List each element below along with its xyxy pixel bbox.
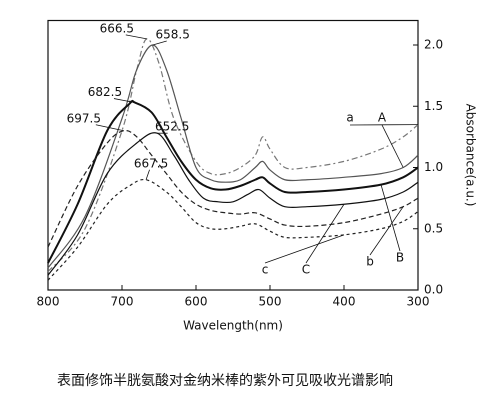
peak-label: 666.5: [100, 21, 134, 35]
series-line: [47, 132, 419, 276]
label-leader: [369, 206, 404, 256]
series-line: [47, 129, 419, 248]
peak-label: 658.5: [156, 28, 190, 42]
peak-leader: [145, 169, 150, 180]
series-line: [47, 38, 419, 273]
label-leader: [264, 234, 345, 264]
y-tick-label: 0.5: [424, 221, 443, 235]
series-label: c: [262, 263, 269, 277]
label-leader: [381, 124, 404, 168]
caption: 表面修饰半胱氨酸对金纳米棒的紫外可见吸收光谱影响: [57, 373, 393, 389]
peak-label: 682.5: [88, 85, 122, 99]
x-tick-label: 800: [37, 295, 60, 309]
peak-leader: [152, 40, 167, 46]
peak-label: 652.5: [155, 120, 189, 134]
x-tick-label: 500: [259, 295, 282, 309]
x-axis-label: Wavelength(nm): [183, 319, 283, 333]
plot-frame: [47, 19, 419, 291]
peak-label: 667.5: [134, 156, 168, 170]
x-tick-label: 600: [185, 295, 208, 309]
label-leader: [380, 184, 401, 252]
y-tick-label: 0.0: [424, 283, 443, 297]
series-label: B: [396, 251, 404, 265]
series-label: C: [302, 263, 310, 277]
series-label: a: [346, 111, 353, 125]
series-label: A: [378, 111, 387, 125]
y-tick-label: 1.5: [424, 99, 443, 113]
series-label: b: [366, 255, 374, 269]
series-line: [47, 44, 419, 269]
x-tick-label: 300: [407, 295, 430, 309]
peak-leader: [125, 34, 147, 40]
peak-leader: [113, 98, 136, 103]
peak-label: 697.5: [67, 111, 101, 125]
series-line: [47, 99, 419, 264]
x-tick-label: 700: [111, 295, 134, 309]
y-tick-label: 1.0: [424, 160, 443, 174]
y-tick-label: 2.0: [424, 38, 443, 52]
peak-leader: [95, 124, 124, 132]
y-axis-label: Absorbance(a.u.): [464, 104, 478, 207]
x-tick-label: 400: [333, 295, 356, 309]
series-line: [47, 178, 419, 281]
label-leader: [305, 204, 345, 264]
